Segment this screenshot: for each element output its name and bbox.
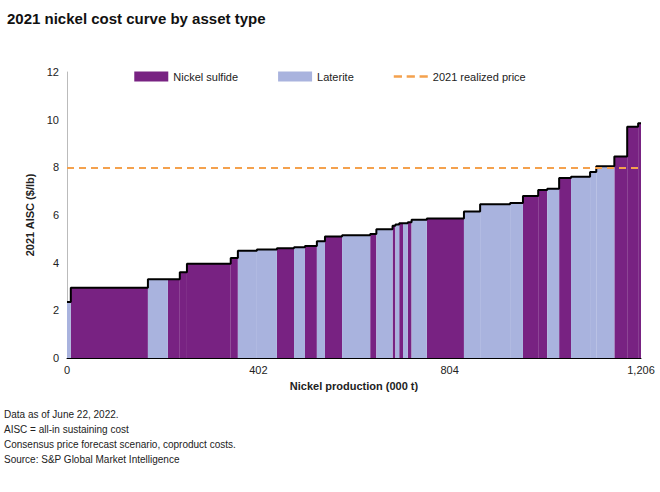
svg-text:Consensus price forecast scena: Consensus price forecast scenario, copro… — [4, 439, 236, 450]
svg-text:AISC = all-in sustaining cost: AISC = all-in sustaining cost — [4, 424, 129, 435]
svg-text:Laterite: Laterite — [317, 71, 354, 83]
svg-text:402: 402 — [249, 364, 267, 376]
svg-text:10: 10 — [47, 114, 59, 126]
svg-text:8: 8 — [53, 161, 59, 173]
svg-text:2021 realized price: 2021 realized price — [433, 71, 526, 83]
svg-text:2021 nickel cost curve by asse: 2021 nickel cost curve by asset type — [7, 10, 265, 27]
svg-text:2021 AISC ($/lb): 2021 AISC ($/lb) — [24, 173, 36, 256]
svg-text:12: 12 — [47, 66, 59, 78]
svg-text:2: 2 — [53, 304, 59, 316]
svg-text:804: 804 — [440, 364, 458, 376]
svg-text:0: 0 — [64, 364, 70, 376]
svg-text:1,206: 1,206 — [627, 364, 655, 376]
svg-text:6: 6 — [53, 209, 59, 221]
svg-text:Nickel production (000 t): Nickel production (000 t) — [290, 380, 419, 392]
svg-text:4: 4 — [53, 257, 59, 269]
svg-text:Nickel sulfide: Nickel sulfide — [173, 71, 238, 83]
svg-text:Data as of June 22, 2022.: Data as of June 22, 2022. — [4, 409, 119, 420]
svg-text:0: 0 — [53, 352, 59, 364]
svg-text:Source: S&P Global Market Inte: Source: S&P Global Market Intelligence — [4, 454, 180, 465]
